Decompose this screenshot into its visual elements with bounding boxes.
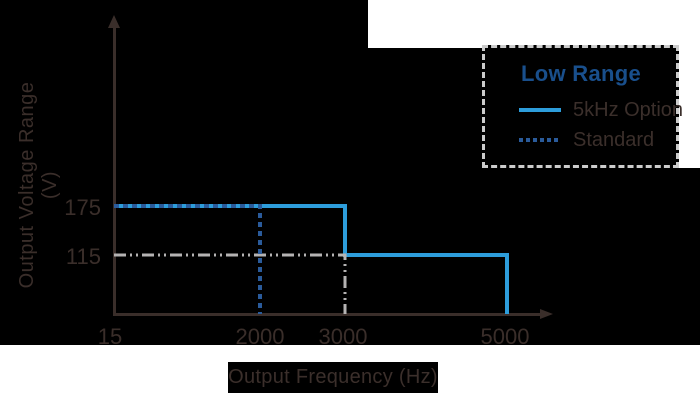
x-tick-3000: 3000 xyxy=(318,324,368,349)
x-tick-5000: 5000 xyxy=(480,324,530,349)
solid-line-swatch-icon xyxy=(519,108,561,112)
page-background-top xyxy=(368,0,700,48)
legend-item-label: 5kHz Option xyxy=(573,98,684,121)
y-axis-line xyxy=(113,27,116,316)
y-axis-title: Output Voltage Range (V) xyxy=(16,81,61,289)
x-axis-title-box: Output Frequency (Hz) xyxy=(228,362,438,393)
x-tick-2000: 2000 xyxy=(235,324,285,349)
legend-item-standard: Standard xyxy=(519,128,679,151)
x-axis-arrow-icon xyxy=(540,309,553,319)
dashed-line-swatch-icon xyxy=(519,138,561,142)
legend-item-label: Standard xyxy=(573,128,655,151)
y-tick-175: 175 xyxy=(64,195,101,220)
x-axis-line xyxy=(113,313,541,316)
x-tick-15: 15 xyxy=(97,324,123,349)
legend-item-5khz-option: 5kHz Option xyxy=(519,99,683,121)
y-tick-115: 115 xyxy=(65,244,101,269)
y-axis-arrow-icon xyxy=(108,15,120,28)
legend-box: Low Range 5kHz Option Standard xyxy=(482,45,683,168)
x-axis-title: Output Frequency (Hz) xyxy=(228,366,438,388)
legend-title: Low Range xyxy=(521,61,642,86)
page-background-right xyxy=(679,45,700,168)
